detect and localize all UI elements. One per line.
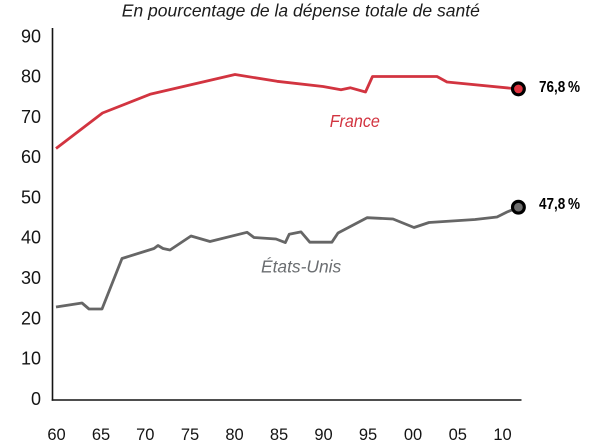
svg-text:95: 95 xyxy=(359,426,377,444)
svg-text:65: 65 xyxy=(92,426,110,444)
svg-text:47,8 %: 47,8 % xyxy=(539,196,580,213)
svg-text:75: 75 xyxy=(181,426,199,444)
svg-text:70: 70 xyxy=(21,107,41,127)
svg-text:30: 30 xyxy=(21,268,41,288)
svg-text:90: 90 xyxy=(314,426,332,444)
svg-text:60: 60 xyxy=(21,147,41,167)
svg-text:05: 05 xyxy=(449,426,467,444)
svg-text:80: 80 xyxy=(21,67,41,87)
svg-text:70: 70 xyxy=(136,426,154,444)
svg-text:00: 00 xyxy=(404,426,422,444)
svg-text:60: 60 xyxy=(47,426,65,444)
svg-text:10: 10 xyxy=(493,426,511,444)
svg-text:10: 10 xyxy=(21,349,41,369)
svg-text:20: 20 xyxy=(21,308,41,328)
svg-text:85: 85 xyxy=(270,426,288,444)
svg-text:90: 90 xyxy=(21,26,41,46)
svg-text:76,8 %: 76,8 % xyxy=(539,79,580,96)
svg-text:40: 40 xyxy=(21,228,41,248)
svg-text:80: 80 xyxy=(225,426,243,444)
svg-text:En pourcentage de la dépense t: En pourcentage de la dépense totale de s… xyxy=(122,0,480,20)
svg-text:0: 0 xyxy=(31,389,41,409)
svg-text:États-Unis: États-Unis xyxy=(261,256,341,276)
svg-text:50: 50 xyxy=(21,187,41,207)
svg-text:France: France xyxy=(330,111,380,131)
